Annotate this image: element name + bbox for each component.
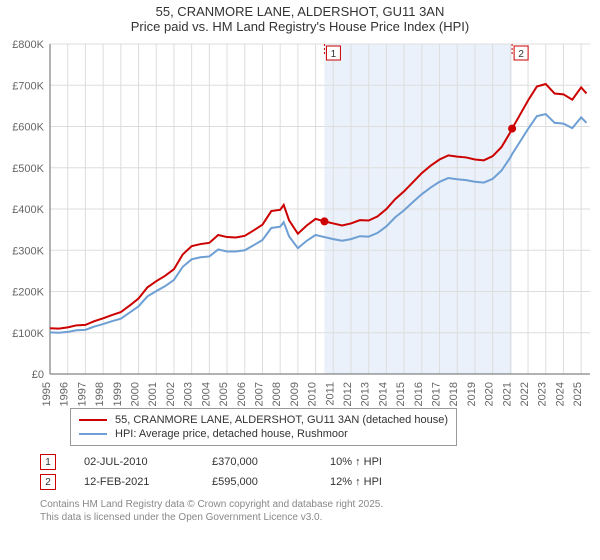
x-tick-label: 2023 — [537, 382, 549, 406]
sale-date: 12-FEB-2021 — [84, 476, 184, 488]
sale-marker — [320, 217, 328, 225]
y-tick-label: £400K — [12, 204, 44, 216]
x-tick-label: 1999 — [112, 382, 124, 406]
x-tick-label: 2006 — [236, 382, 248, 406]
sale-top-badge-num: 2 — [518, 49, 524, 60]
x-tick-label: 2010 — [307, 382, 319, 406]
legend-label: HPI: Average price, detached house, Rush… — [115, 428, 348, 440]
x-tick-label: 2022 — [519, 382, 531, 406]
attribution-line1: Contains HM Land Registry data © Crown c… — [40, 498, 600, 511]
y-tick-label: £500K — [12, 163, 44, 175]
sale-row: 1 02-JUL-2010 £370,000 10% ↑ HPI — [40, 452, 600, 472]
y-tick-label: £300K — [12, 245, 44, 257]
chart-title: 55, CRANMORE LANE, ALDERSHOT, GU11 3AN — [0, 0, 600, 19]
x-tick-label: 2009 — [289, 382, 301, 406]
sale-marker — [508, 125, 516, 133]
x-tick-label: 2017 — [431, 382, 443, 406]
x-tick-label: 1996 — [59, 382, 71, 406]
sale-badge: 1 — [40, 454, 56, 470]
x-tick-label: 2019 — [466, 382, 478, 406]
chart-plot: £0 £100K £200K £300K £400K £500K £600K £700K £80… — [0, 38, 600, 408]
chart-subtitle: Price paid vs. HM Land Registry's House … — [0, 19, 600, 38]
legend-row: HPI: Average price, detached house, Rush… — [79, 427, 448, 441]
y-tick-label: £0 — [32, 369, 44, 381]
sale-badge: 2 — [40, 474, 56, 490]
y-tick-label: £700K — [12, 80, 44, 92]
x-tick-label: 2014 — [377, 382, 389, 406]
x-tick-label: 2013 — [360, 382, 372, 406]
x-tick-label: 2002 — [165, 382, 177, 406]
x-tick-label: 2025 — [572, 382, 584, 406]
legend-wrapper: 55, CRANMORE LANE, ALDERSHOT, GU11 3AN (… — [30, 408, 570, 446]
sale-top-badge-num: 1 — [331, 49, 337, 60]
y-tick-label: £200K — [12, 287, 44, 299]
x-tick-label: 2001 — [147, 382, 159, 406]
x-tick-label: 2011 — [324, 382, 336, 406]
x-tick-label: 2004 — [200, 382, 212, 406]
attribution-line2: This data is licensed under the Open Gov… — [40, 511, 600, 524]
legend: 55, CRANMORE LANE, ALDERSHOT, GU11 3AN (… — [70, 408, 457, 446]
x-tick-label: 2020 — [484, 382, 496, 406]
x-tick-label: 1995 — [41, 382, 53, 406]
x-tick-label: 2012 — [342, 382, 354, 406]
x-tick-label: 2021 — [501, 382, 513, 406]
sale-row: 2 12-FEB-2021 £595,000 12% ↑ HPI — [40, 472, 600, 492]
x-tick-label: 2003 — [183, 382, 195, 406]
sale-date: 02-JUL-2010 — [84, 456, 184, 468]
x-tick-label: 2007 — [253, 382, 265, 406]
sale-table: 1 02-JUL-2010 £370,000 10% ↑ HPI 2 12-FEB-202… — [40, 452, 600, 492]
chart-container: 55, CRANMORE LANE, ALDERSHOT, GU11 3AN P… — [0, 0, 600, 560]
x-tick-label: 2018 — [448, 382, 460, 406]
y-tick-label: £800K — [12, 39, 44, 51]
x-tick-label: 2000 — [130, 382, 142, 406]
x-tick-label: 2008 — [271, 382, 283, 406]
x-tick-label: 1997 — [76, 382, 88, 406]
sale-pct: 10% ↑ HPI — [330, 456, 382, 468]
x-tick-label: 2015 — [395, 382, 407, 406]
sale-pct: 12% ↑ HPI — [330, 476, 382, 488]
x-tick-label: 1998 — [94, 382, 106, 406]
x-tick-label: 2024 — [554, 382, 566, 406]
sale-price: £370,000 — [212, 456, 302, 468]
legend-row: 55, CRANMORE LANE, ALDERSHOT, GU11 3AN (… — [79, 413, 448, 427]
y-tick-label: £100K — [12, 328, 44, 340]
y-tick-label: £600K — [12, 122, 44, 134]
sale-price: £595,000 — [212, 476, 302, 488]
legend-label: 55, CRANMORE LANE, ALDERSHOT, GU11 3AN (… — [115, 414, 448, 426]
x-tick-label: 2005 — [218, 382, 230, 406]
legend-swatch — [79, 419, 107, 421]
legend-swatch — [79, 433, 107, 435]
x-tick-label: 2016 — [413, 382, 425, 406]
attribution: Contains HM Land Registry data © Crown c… — [40, 498, 600, 524]
